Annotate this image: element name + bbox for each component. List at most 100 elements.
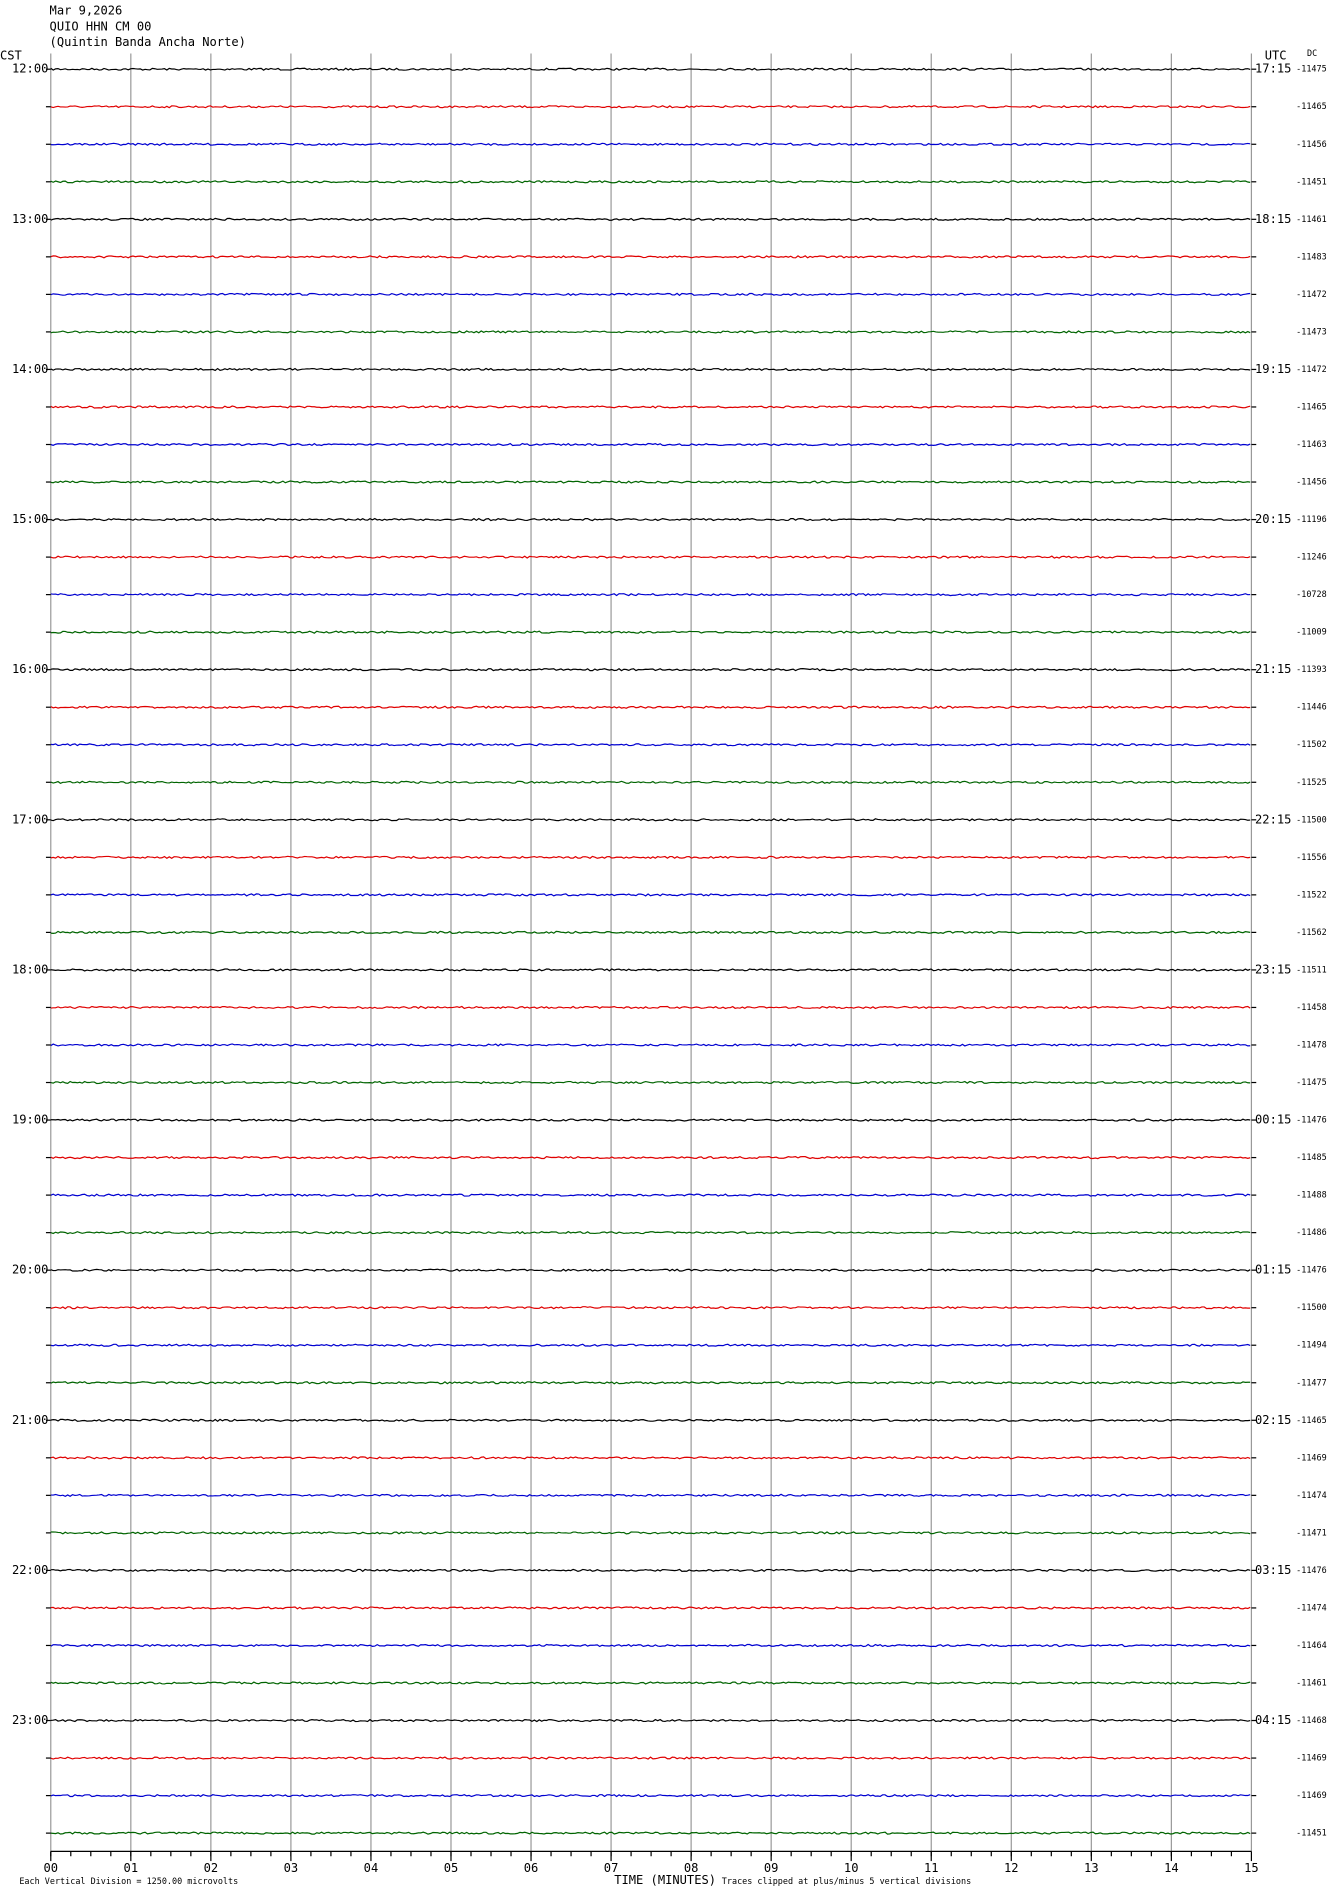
left-axis-label: CST xyxy=(0,48,22,62)
trace xyxy=(50,1230,1251,1235)
dc-value: -11465 xyxy=(1296,401,1327,411)
date: Mar 9,2026 xyxy=(50,4,123,18)
x-tick-label: 08 xyxy=(684,1861,699,1875)
dc-value: -11488 xyxy=(1296,1190,1327,1200)
dc-value: -11474 xyxy=(1296,1602,1327,1612)
x-tick-label: 04 xyxy=(364,1861,379,1875)
dc-value: -11469 xyxy=(1296,1753,1327,1763)
x-axis-label: TIME (MINUTES) xyxy=(614,1873,716,1887)
trace xyxy=(50,105,1251,109)
trace xyxy=(50,1418,1251,1422)
trace xyxy=(50,1606,1251,1610)
trace xyxy=(50,1193,1251,1197)
dc-value: -11476 xyxy=(1296,1115,1327,1125)
dc-value: -11556 xyxy=(1296,852,1327,862)
dc-value: -11446 xyxy=(1296,702,1327,712)
trace xyxy=(50,1080,1251,1085)
footer-left: Each Vertical Division = 1250.00 microvo… xyxy=(19,1876,238,1886)
trace xyxy=(50,1531,1251,1535)
trace xyxy=(50,405,1251,409)
utc-label: 17:15 xyxy=(1255,62,1291,76)
trace xyxy=(50,1305,1251,1310)
footer-right: Traces clipped at plus/minus 5 vertical … xyxy=(722,1876,971,1886)
trace xyxy=(50,1568,1251,1573)
dc-value: -11451 xyxy=(1296,176,1327,186)
dc-value: -11473 xyxy=(1296,326,1327,336)
dc-value: -11464 xyxy=(1296,1640,1327,1650)
dc-value: -11465 xyxy=(1296,1415,1327,1425)
trace xyxy=(50,1381,1251,1385)
trace xyxy=(50,893,1251,897)
trace xyxy=(50,142,1251,146)
x-tick-label: 07 xyxy=(604,1861,619,1875)
trace xyxy=(50,442,1251,447)
dc-value: -11461 xyxy=(1296,1677,1327,1687)
trace xyxy=(50,1793,1251,1798)
utc-label: 19:15 xyxy=(1255,362,1291,376)
cst-label: 17:00 xyxy=(12,812,48,826)
cst-label: 15:00 xyxy=(12,512,48,526)
x-tick-label: 09 xyxy=(764,1861,779,1875)
cst-label: 16:00 xyxy=(12,662,48,676)
utc-label: 03:15 xyxy=(1255,1563,1291,1577)
trace xyxy=(50,1343,1251,1347)
trace xyxy=(50,1268,1251,1272)
trace xyxy=(50,1493,1251,1498)
dc-value: -11246 xyxy=(1296,552,1327,562)
cst-label: 18:00 xyxy=(12,962,48,976)
dc-value: -11494 xyxy=(1296,1340,1327,1350)
trace xyxy=(50,1681,1251,1685)
trace xyxy=(50,1831,1251,1835)
x-tick-label: 05 xyxy=(444,1861,459,1875)
utc-label: 21:15 xyxy=(1255,662,1291,676)
trace xyxy=(50,667,1251,672)
dc-value: -11451 xyxy=(1296,1828,1327,1838)
utc-label: 18:15 xyxy=(1255,212,1291,226)
dc-value: -11562 xyxy=(1296,927,1327,937)
cst-label: 20:00 xyxy=(12,1263,48,1277)
dc-value: -11502 xyxy=(1296,739,1327,749)
dc-label: DC xyxy=(1307,48,1317,58)
utc-label: 04:15 xyxy=(1255,1713,1291,1727)
cst-label: 13:00 xyxy=(12,212,48,226)
trace xyxy=(50,743,1251,747)
dc-value: -11483 xyxy=(1296,251,1327,261)
trace xyxy=(50,1718,1251,1723)
trace xyxy=(50,480,1251,484)
dc-value: -11475 xyxy=(1296,1077,1327,1087)
dc-value: -11393 xyxy=(1296,664,1327,674)
trace xyxy=(50,1756,1251,1760)
x-tick-label: 15 xyxy=(1244,1861,1259,1875)
dc-value: -11472 xyxy=(1296,289,1327,299)
trace xyxy=(50,705,1251,709)
utc-label: 01:15 xyxy=(1255,1263,1291,1277)
dc-value: -11475 xyxy=(1296,64,1327,74)
station: QUIO HHN CM 00 xyxy=(50,19,152,33)
dc-value: -11500 xyxy=(1296,1302,1327,1312)
trace xyxy=(50,1155,1251,1160)
trace xyxy=(50,1043,1251,1047)
cst-label: 23:00 xyxy=(12,1713,48,1727)
dc-value: -11456 xyxy=(1296,139,1327,149)
utc-label: 23:15 xyxy=(1255,962,1291,976)
dc-value: -11009 xyxy=(1296,627,1327,637)
dc-value: -11461 xyxy=(1296,214,1327,224)
x-tick-label: 00 xyxy=(44,1861,59,1875)
location: (Quintin Banda Ancha Norte) xyxy=(50,35,246,49)
dc-value: -11456 xyxy=(1296,477,1327,487)
x-tick-label: 13 xyxy=(1084,1861,1099,1875)
trace xyxy=(50,367,1251,372)
dc-value: -11469 xyxy=(1296,1790,1327,1800)
dc-value: -11474 xyxy=(1296,1490,1327,1500)
utc-label: 20:15 xyxy=(1255,512,1291,526)
trace xyxy=(50,855,1251,859)
dc-value: -10728 xyxy=(1296,589,1327,599)
trace xyxy=(50,930,1251,935)
dc-value: -11463 xyxy=(1296,439,1327,449)
utc-label: 00:15 xyxy=(1255,1113,1291,1127)
x-tick-label: 10 xyxy=(844,1861,859,1875)
dc-value: -11511 xyxy=(1296,964,1327,974)
dc-value: -11472 xyxy=(1296,364,1327,374)
dc-value: -11486 xyxy=(1296,1227,1327,1237)
